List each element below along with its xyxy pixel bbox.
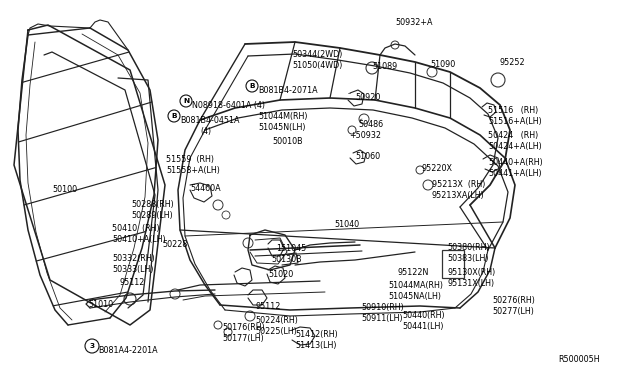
Text: 50100: 50100 bbox=[52, 185, 77, 194]
Text: 50911(LH): 50911(LH) bbox=[361, 314, 403, 323]
Text: 95131X(LH): 95131X(LH) bbox=[447, 279, 494, 288]
Text: 95112: 95112 bbox=[120, 278, 145, 287]
Text: 50225(LH): 50225(LH) bbox=[255, 327, 297, 336]
Text: 50440(RH): 50440(RH) bbox=[402, 311, 445, 320]
Text: 50333(LH): 50333(LH) bbox=[112, 265, 154, 274]
Text: +50932: +50932 bbox=[349, 131, 381, 140]
Text: 95213X  (RH): 95213X (RH) bbox=[432, 180, 485, 189]
Text: 50289(LH): 50289(LH) bbox=[131, 211, 173, 220]
Text: 95130X(RH): 95130X(RH) bbox=[447, 268, 495, 277]
Text: 3: 3 bbox=[90, 343, 95, 349]
Circle shape bbox=[168, 110, 180, 122]
Text: 50440+A(RH): 50440+A(RH) bbox=[488, 158, 543, 167]
Text: (4): (4) bbox=[200, 127, 211, 136]
Text: B: B bbox=[249, 83, 255, 89]
Text: 95122N: 95122N bbox=[397, 268, 428, 277]
Text: 54460A: 54460A bbox=[190, 184, 221, 193]
Text: 50288(RH): 50288(RH) bbox=[131, 200, 173, 209]
Text: 51044M(RH): 51044M(RH) bbox=[258, 112, 307, 121]
Text: 151045: 151045 bbox=[276, 244, 307, 253]
Text: 50332(RH): 50332(RH) bbox=[112, 254, 155, 263]
Text: 51516+A(LH): 51516+A(LH) bbox=[488, 117, 541, 126]
Text: 50410  (RH): 50410 (RH) bbox=[112, 224, 159, 233]
Text: 50277(LH): 50277(LH) bbox=[492, 307, 534, 316]
Text: N: N bbox=[183, 98, 189, 104]
Text: 51412(RH): 51412(RH) bbox=[295, 330, 338, 339]
Text: 51060: 51060 bbox=[355, 152, 380, 161]
Text: 50910(RH): 50910(RH) bbox=[361, 303, 404, 312]
Text: 51010: 51010 bbox=[88, 300, 113, 309]
Text: 51089: 51089 bbox=[372, 62, 397, 71]
Text: B081B4-2071A: B081B4-2071A bbox=[258, 86, 317, 95]
Text: 50344(2WD): 50344(2WD) bbox=[292, 50, 342, 59]
Text: 50441+A(LH): 50441+A(LH) bbox=[488, 169, 541, 178]
Text: 50177(LH): 50177(LH) bbox=[222, 334, 264, 343]
Text: 51044MA(RH): 51044MA(RH) bbox=[388, 281, 443, 290]
Text: 50380(RH): 50380(RH) bbox=[447, 243, 490, 252]
Text: 50276(RH): 50276(RH) bbox=[492, 296, 535, 305]
Text: 50010B: 50010B bbox=[272, 137, 303, 146]
Text: 51558+A(LH): 51558+A(LH) bbox=[166, 166, 220, 175]
Text: 51413(LH): 51413(LH) bbox=[295, 341, 337, 350]
Text: 50130B: 50130B bbox=[271, 255, 301, 264]
Text: 50228: 50228 bbox=[162, 240, 188, 249]
Text: 50920: 50920 bbox=[355, 93, 380, 102]
Text: 95220X: 95220X bbox=[422, 164, 453, 173]
Circle shape bbox=[180, 95, 192, 107]
Text: 50932+A: 50932+A bbox=[395, 18, 433, 27]
Text: 50410+A(LH): 50410+A(LH) bbox=[112, 235, 166, 244]
Text: 51040: 51040 bbox=[334, 220, 359, 229]
Text: 95213XA(LH): 95213XA(LH) bbox=[432, 191, 484, 200]
Text: 50424   (RH): 50424 (RH) bbox=[488, 131, 538, 140]
Text: 50424+A(LH): 50424+A(LH) bbox=[488, 142, 541, 151]
Text: 51090: 51090 bbox=[430, 60, 455, 69]
Text: 50224(RH): 50224(RH) bbox=[255, 316, 298, 325]
Text: 51559  (RH): 51559 (RH) bbox=[166, 155, 214, 164]
Text: B081A4-2201A: B081A4-2201A bbox=[98, 346, 157, 355]
Text: B081B4-0451A: B081B4-0451A bbox=[180, 116, 239, 125]
Text: 51045N(LH): 51045N(LH) bbox=[258, 123, 305, 132]
Text: 50176(RH): 50176(RH) bbox=[222, 323, 265, 332]
Circle shape bbox=[85, 339, 99, 353]
Text: 51020: 51020 bbox=[268, 270, 293, 279]
Bar bbox=[442, 250, 464, 278]
Text: R500005H: R500005H bbox=[558, 355, 600, 364]
Text: 95252: 95252 bbox=[500, 58, 525, 67]
Text: 50383(LH): 50383(LH) bbox=[447, 254, 488, 263]
Text: 95112: 95112 bbox=[255, 302, 280, 311]
Text: 51516   (RH): 51516 (RH) bbox=[488, 106, 538, 115]
Text: 50486: 50486 bbox=[358, 120, 383, 129]
Circle shape bbox=[246, 80, 258, 92]
Text: 51050(4WD): 51050(4WD) bbox=[292, 61, 342, 70]
Text: 51045NA(LH): 51045NA(LH) bbox=[388, 292, 441, 301]
Text: N08918-6401A (4): N08918-6401A (4) bbox=[192, 101, 265, 110]
Text: B: B bbox=[172, 113, 177, 119]
Text: 50441(LH): 50441(LH) bbox=[402, 322, 444, 331]
